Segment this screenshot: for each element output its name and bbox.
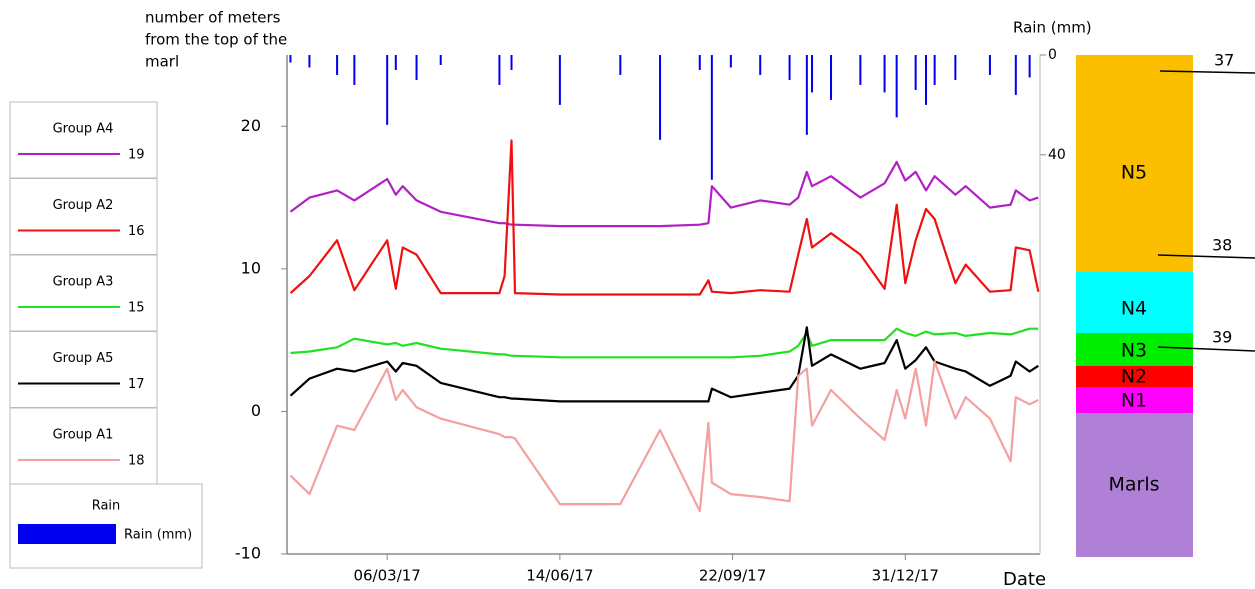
- strat-column: N5 N4 N3 N2 N1 Marls 37 38 39: [1076, 51, 1255, 557]
- rain-bar: [619, 55, 622, 75]
- legend-title: Rain: [92, 499, 121, 514]
- rain-bar: [805, 55, 808, 135]
- rain-bar: [988, 55, 991, 75]
- layer: [1076, 387, 1193, 413]
- legend-title: Group A4: [53, 122, 114, 137]
- legend-box: [9, 101, 158, 179]
- layer: [1076, 366, 1193, 387]
- marker-line: [1157, 346, 1255, 352]
- x-tick-label: 06/03/17: [353, 567, 420, 585]
- rain-bar: [729, 55, 732, 68]
- layer: [1076, 413, 1193, 557]
- layer-label: N2: [1121, 366, 1147, 388]
- rain-bar: [1014, 55, 1017, 95]
- legend-label: 15: [128, 301, 145, 316]
- rain-bar: [698, 55, 701, 70]
- rain-bar: [895, 55, 898, 118]
- y-axis-title: number of meters from the top of the marl: [145, 9, 287, 71]
- rain-bar: [788, 55, 791, 80]
- series-line: [290, 327, 1039, 359]
- rain-bar: [510, 55, 513, 70]
- legend-label: 18: [128, 454, 145, 469]
- x-tick-label: 14/06/17: [526, 567, 593, 585]
- legend-box: [9, 331, 158, 408]
- layer-label: N3: [1121, 340, 1147, 362]
- rain-bar: [925, 55, 928, 105]
- legend: Group A4 19 Group A2 16 Group A3 15 Group A5 17…: [9, 101, 203, 569]
- rain-bar: [336, 55, 339, 75]
- legend-label: 16: [128, 224, 145, 239]
- legend-label: 19: [128, 148, 145, 163]
- y-tick-label: -10: [235, 544, 261, 563]
- legend-label: 17: [128, 377, 145, 392]
- rain-bar: [859, 55, 862, 85]
- legend-box: [9, 254, 158, 332]
- y2-axis-title: Rain (mm): [1013, 19, 1092, 37]
- rain-bar: [830, 55, 833, 100]
- legend-box: [9, 178, 158, 255]
- marker-label: 37: [1214, 51, 1234, 70]
- rain-bar: [914, 55, 917, 90]
- legend-title: Group A1: [53, 428, 114, 443]
- rain-bar: [394, 55, 397, 70]
- legend-title: Group A2: [53, 198, 114, 213]
- rain-bar: [883, 55, 886, 93]
- series-line: [289, 160, 1039, 228]
- rain-bar: [759, 55, 762, 75]
- rain-bar: [933, 55, 936, 85]
- series-line: [289, 360, 1039, 513]
- rain-bar: [659, 55, 662, 140]
- rain-bar: [558, 55, 561, 105]
- x-axis-title: Date: [1003, 569, 1046, 589]
- legend-title: Group A3: [53, 275, 114, 290]
- legend-label: Rain (mm): [124, 528, 192, 543]
- legend-swatch: [18, 524, 116, 544]
- series-line: [289, 326, 1039, 403]
- rain-bar: [439, 55, 442, 65]
- x-tick-label: 31/12/17: [872, 567, 939, 585]
- rain-bar: [1028, 55, 1031, 78]
- layer: [1076, 333, 1193, 366]
- rain-bar: [811, 55, 814, 93]
- rain-bar: [386, 55, 389, 125]
- y-tick-label: 0: [251, 401, 261, 420]
- series-line: [289, 139, 1040, 296]
- rain-bar: [498, 55, 501, 85]
- y-axis-title-line: marl: [145, 53, 179, 71]
- plot-area: -10 0 10 20 0 40 06/03/17 14/06/17 22/09/17 31/12…: [235, 47, 1066, 585]
- y-tick-label: 20: [241, 116, 261, 135]
- rain-bar: [415, 55, 418, 80]
- y-tick-label: 10: [241, 258, 261, 277]
- y-axis-title-line: number of meters: [145, 9, 281, 27]
- layer-label: N4: [1121, 298, 1147, 320]
- marker-line: [1159, 70, 1255, 74]
- y-axis-title-line: from the top of the: [145, 31, 287, 49]
- rain-bar: [353, 55, 356, 85]
- y2-tick-label: 0: [1048, 47, 1057, 63]
- marker-label: 38: [1212, 236, 1232, 255]
- y2-tick-label: 40: [1048, 147, 1066, 163]
- x-tick-label: 22/09/17: [699, 567, 766, 585]
- marker-line: [1157, 254, 1255, 259]
- layer-label: Marls: [1108, 474, 1159, 496]
- rain-bar: [954, 55, 957, 80]
- marker-label: 39: [1212, 328, 1232, 347]
- legend-title: Group A5: [53, 351, 114, 366]
- layer: [1076, 55, 1193, 272]
- layer: [1076, 272, 1193, 333]
- rain-bar: [308, 55, 311, 68]
- rain-bar: [289, 55, 292, 63]
- legend-box: [9, 407, 158, 485]
- rain-bar: [710, 55, 713, 180]
- layer-label: N1: [1121, 390, 1147, 412]
- layer-label: N5: [1121, 162, 1147, 184]
